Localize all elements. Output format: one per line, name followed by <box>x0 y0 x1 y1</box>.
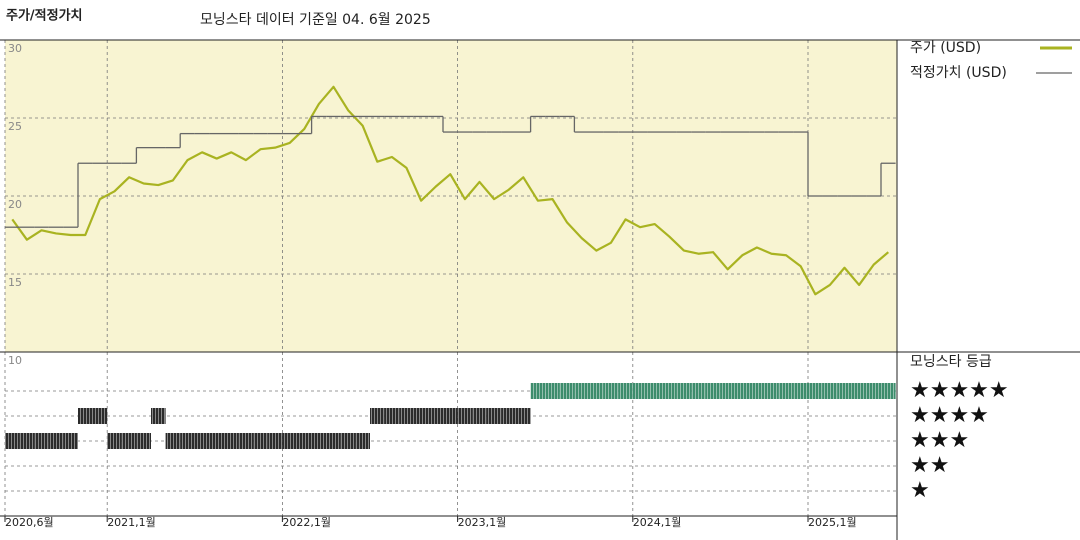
rating-bar-texture <box>589 383 604 399</box>
rating-bar-texture <box>720 383 735 399</box>
rating-bar-texture <box>866 383 881 399</box>
rating-bar-texture <box>326 433 341 449</box>
rating-bar-texture <box>19 433 35 449</box>
rating-bar-texture <box>92 408 108 424</box>
rating-bar-texture <box>676 383 692 399</box>
rating-bar-texture <box>457 408 473 424</box>
rating-bar-texture <box>881 383 896 399</box>
rating-bar-texture <box>107 433 122 449</box>
x-tick-label: 2025,1월 <box>808 516 857 529</box>
rating-bar-texture <box>618 383 633 399</box>
rating-bar-texture <box>384 408 400 424</box>
rating-bar-texture <box>48 433 64 449</box>
rating-bar-texture <box>530 383 546 399</box>
rating-bar-texture <box>282 433 297 449</box>
rating-bar-texture <box>136 433 151 449</box>
rating-bar-texture <box>253 433 268 449</box>
y-tick-label: 25 <box>8 120 22 133</box>
rating-bar-texture <box>443 408 458 424</box>
rating-bar-texture <box>34 433 49 449</box>
x-tick-label: 2024,1월 <box>633 516 682 529</box>
y-tick-label: 30 <box>8 42 22 55</box>
rating-bar-texture <box>399 408 414 424</box>
rating-bar-texture <box>78 408 93 424</box>
rating-bar-texture <box>355 433 370 449</box>
rating-bar-texture <box>180 433 195 449</box>
rating-bar-texture <box>151 408 166 424</box>
y-tick-label: 10 <box>8 354 22 367</box>
rating-bar-texture <box>413 408 429 424</box>
rating-bar-texture <box>793 383 808 399</box>
chart-title: 주가/적정가치 <box>6 8 83 24</box>
rating-bar-texture <box>603 383 619 399</box>
rating-bar-texture <box>632 383 648 399</box>
rating-bar-texture <box>238 433 254 449</box>
y-tick-label: 15 <box>8 276 22 289</box>
rating-bar-texture <box>486 408 502 424</box>
rating-bar-texture <box>121 433 137 449</box>
rating-bar-texture <box>851 383 867 399</box>
legend-label: 주가 (USD) <box>910 40 981 56</box>
rating-label: ★★★★★ <box>910 378 1009 403</box>
rating-bar-texture <box>749 383 765 399</box>
price-line <box>11 85 890 296</box>
rating-bar-texture <box>311 433 327 449</box>
rating-bar-texture <box>5 433 20 449</box>
rating-bar-texture <box>516 408 531 424</box>
rating-bar-texture <box>545 383 560 399</box>
rating-bar-texture <box>63 433 78 449</box>
rating-bar-texture <box>735 383 750 399</box>
rating-bar-texture <box>574 383 589 399</box>
rating-label: ★★★★ <box>910 403 989 428</box>
rating-label: ★★ <box>910 453 949 478</box>
rating-bar-texture <box>297 433 312 449</box>
legend-label: 적정가치 (USD) <box>910 65 1007 81</box>
rating-bar-texture <box>647 383 662 399</box>
rating-bar-texture <box>808 383 823 399</box>
rating-bar-texture <box>705 383 721 399</box>
x-tick-label: 2022,1월 <box>282 516 331 529</box>
x-tick-label: 2023,1월 <box>458 516 507 529</box>
rating-title: 모닝스타 등급 <box>910 354 992 370</box>
rating-bar-texture <box>778 383 794 399</box>
rating-bar-texture <box>428 408 443 424</box>
rating-bar-texture <box>837 383 852 399</box>
rating-bar-texture <box>559 383 575 399</box>
rating-bar-texture <box>370 408 385 424</box>
rating-bar-texture <box>764 383 779 399</box>
chart-subtitle: 모닝스타 데이터 기준일 04. 6월 2025 <box>200 12 431 28</box>
rating-bar-texture <box>691 383 706 399</box>
rating-bar-texture <box>662 383 677 399</box>
rating-bar-texture <box>822 383 838 399</box>
rating-bar-texture <box>209 433 224 449</box>
x-tick-label: 2021,1월 <box>107 516 156 529</box>
rating-label: ★★★ <box>910 428 969 453</box>
rating-label: ★ <box>910 478 930 503</box>
y-tick-label: 20 <box>8 198 22 211</box>
rating-bar-texture <box>340 433 356 449</box>
rating-bar-texture <box>194 433 210 449</box>
rating-bar-texture <box>267 433 283 449</box>
rating-bar-texture <box>165 433 181 449</box>
rating-bar-texture <box>501 408 516 424</box>
rating-bar-texture <box>224 433 239 449</box>
x-tick-label: 2020,6월 <box>5 516 54 529</box>
rating-bar-texture <box>472 408 487 424</box>
